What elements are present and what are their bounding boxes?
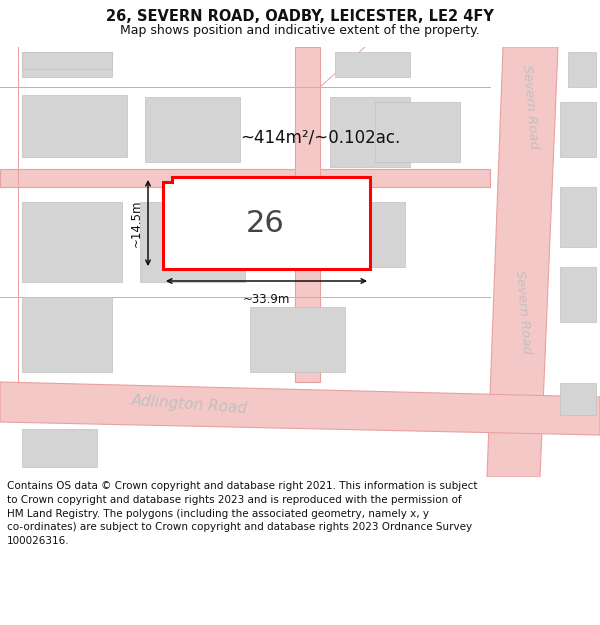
Text: Adlington Road: Adlington Road xyxy=(131,394,248,416)
Text: Severn Road: Severn Road xyxy=(513,269,533,354)
Text: Contains OS data © Crown copyright and database right 2021. This information is : Contains OS data © Crown copyright and d… xyxy=(7,481,478,546)
Bar xyxy=(560,383,596,415)
Bar xyxy=(22,202,122,282)
Polygon shape xyxy=(163,177,370,269)
Bar xyxy=(250,307,345,372)
Text: ~33.9m: ~33.9m xyxy=(243,293,290,306)
Bar xyxy=(560,187,596,247)
Bar xyxy=(375,102,460,162)
Polygon shape xyxy=(487,47,558,477)
Bar xyxy=(145,97,240,162)
Bar xyxy=(22,297,112,372)
Bar xyxy=(22,429,97,467)
Bar xyxy=(560,267,596,322)
Polygon shape xyxy=(295,47,320,382)
Text: 26: 26 xyxy=(245,209,284,238)
Polygon shape xyxy=(0,382,600,435)
Bar xyxy=(140,202,245,282)
Bar xyxy=(335,52,410,77)
Polygon shape xyxy=(0,169,490,187)
Bar xyxy=(22,95,127,157)
Text: 26, SEVERN ROAD, OADBY, LEICESTER, LE2 4FY: 26, SEVERN ROAD, OADBY, LEICESTER, LE2 4… xyxy=(106,9,494,24)
Bar xyxy=(330,97,410,167)
Text: Map shows position and indicative extent of the property.: Map shows position and indicative extent… xyxy=(120,24,480,37)
Bar xyxy=(22,52,112,69)
Text: ~414m²/~0.102ac.: ~414m²/~0.102ac. xyxy=(240,128,400,146)
Bar xyxy=(22,52,112,77)
Bar xyxy=(568,52,596,87)
Bar xyxy=(560,102,596,157)
Text: ~14.5m: ~14.5m xyxy=(130,199,143,247)
Text: Severn Road: Severn Road xyxy=(520,64,540,149)
Bar xyxy=(335,202,405,267)
